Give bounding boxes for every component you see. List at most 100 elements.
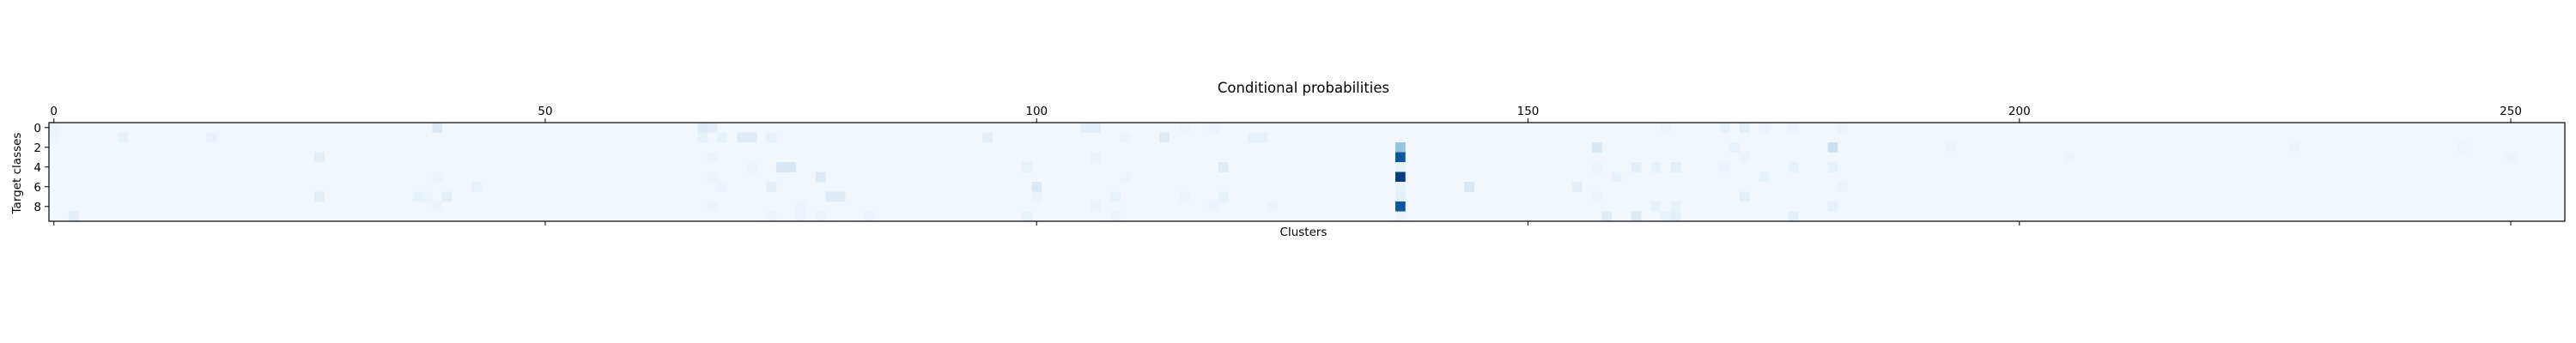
heatmap-cell	[1120, 132, 1131, 143]
heatmap-cell	[1091, 123, 1101, 133]
heatmap-cell	[1670, 202, 1681, 212]
heatmap-cell	[1827, 202, 1838, 212]
heatmap-cell	[2289, 142, 2300, 153]
heatmap-cell	[1827, 142, 1838, 153]
heatmap-cell	[432, 123, 443, 133]
heatmap-cell	[1395, 152, 1406, 163]
x-tick-label: 150	[1517, 105, 1540, 118]
heatmap-cell	[2457, 142, 2467, 153]
heatmap-cell	[1179, 191, 1189, 202]
heatmap-cell	[1670, 162, 1681, 172]
y-tick-label: 0	[33, 122, 41, 135]
heatmap-cell	[118, 132, 128, 143]
heatmap-cell	[1838, 182, 1848, 192]
y-tick-label: 2	[33, 141, 41, 155]
heatmap-cell	[1788, 123, 1799, 133]
heatmap-background	[49, 123, 2565, 221]
heatmap-cell	[1031, 191, 1042, 202]
heatmap-cell	[1759, 123, 1770, 133]
heatmap-cell	[1218, 162, 1229, 172]
heatmap-cell	[1022, 162, 1032, 172]
heatmap-cell	[746, 162, 757, 172]
heatmap-cell	[1650, 202, 1662, 212]
heatmap-cell	[707, 123, 718, 133]
heatmap-cell	[1572, 182, 1583, 192]
heatmap-cell	[717, 132, 728, 143]
heatmap-cell	[707, 202, 718, 212]
heatmap-cell	[1650, 162, 1662, 172]
heatmap-cell	[471, 182, 482, 192]
heatmap-cell	[1248, 132, 1259, 143]
heatmap-cell	[2063, 152, 2075, 163]
heatmap-cell	[1719, 162, 1730, 172]
heatmap-cell	[1120, 172, 1131, 183]
heatmap-cell	[1945, 142, 1956, 153]
heatmap-cell	[1631, 162, 1642, 172]
x-tick-label: 250	[2500, 105, 2522, 118]
x-axis-ticks: 0 50 100 150 200 250	[50, 105, 2522, 226]
heatmap-cell	[1788, 162, 1799, 172]
heatmap-cell	[432, 172, 443, 183]
heatmap-cell	[697, 132, 708, 143]
heatmap-cell	[1257, 132, 1268, 143]
heatmap-cell	[1739, 152, 1750, 163]
axes-frame	[48, 122, 2566, 222]
heatmap-cell	[1719, 123, 1730, 133]
x-tick-label: 100	[1025, 105, 1048, 118]
heatmap-cell	[1591, 142, 1602, 153]
y-axis-label: Target classes	[10, 133, 24, 215]
heatmap-cell	[1395, 182, 1406, 192]
heatmap-cell	[422, 191, 433, 202]
heatmap-cell	[1464, 182, 1474, 192]
heatmap-cell	[795, 202, 806, 212]
heatmap-cells	[49, 123, 2565, 222]
heatmap-cell	[1395, 172, 1406, 183]
heatmap-cell	[1739, 191, 1750, 202]
heatmap-cell	[1110, 191, 1121, 202]
y-axis-ticks: 0 2 4 6 8	[33, 122, 49, 214]
heatmap-cell	[68, 211, 79, 222]
heatmap-cell	[1729, 142, 1740, 153]
heatmap-cell	[441, 191, 453, 202]
heatmap-cell	[1739, 123, 1750, 133]
y-tick-label: 8	[33, 201, 41, 214]
heatmap-cell	[1827, 162, 1838, 172]
heatmap-cell	[1838, 123, 1848, 133]
heatmap-cell	[1631, 211, 1642, 222]
heatmap-cell	[1395, 191, 1406, 202]
heatmap-cell	[697, 123, 708, 133]
heatmap-cell	[766, 132, 777, 143]
heatmap-cell	[766, 211, 777, 222]
heatmap-cell	[795, 211, 806, 222]
y-tick-label: 4	[33, 161, 41, 175]
heatmap-cell	[1022, 211, 1032, 222]
heatmap-cell	[746, 132, 757, 143]
heatmap-cell	[825, 191, 835, 202]
heatmap-cell	[1080, 123, 1091, 133]
x-tick-label: 200	[2008, 105, 2031, 118]
x-tick-label: 50	[538, 105, 552, 118]
heatmap-cell	[1395, 142, 1406, 153]
heatmap-cell	[1788, 211, 1799, 222]
heatmap-cell	[412, 191, 423, 202]
heatmap-cell	[1591, 191, 1602, 202]
heatmap-cell	[815, 172, 826, 183]
heatmap-cell	[314, 191, 325, 202]
heatmap-cell	[314, 152, 325, 163]
y-tick-label: 6	[33, 181, 41, 195]
heatmap-cell	[1267, 202, 1278, 212]
heatmap-cell	[206, 132, 216, 143]
heatmap-cell	[1661, 211, 1671, 222]
heatmap-cell	[1208, 202, 1219, 212]
heatmap-cell	[432, 202, 443, 212]
heatmap-cell	[1091, 202, 1101, 212]
heatmap-cell	[49, 132, 59, 143]
heatmap-cell	[1208, 123, 1219, 133]
x-axis-label: Clusters	[1280, 226, 1327, 239]
heatmap-cell	[1395, 202, 1406, 212]
heatmap-cell	[1661, 123, 1671, 133]
heatmap-cell	[1670, 211, 1681, 222]
heatmap-cell	[1031, 182, 1042, 192]
heatmap-cell	[1591, 162, 1602, 172]
